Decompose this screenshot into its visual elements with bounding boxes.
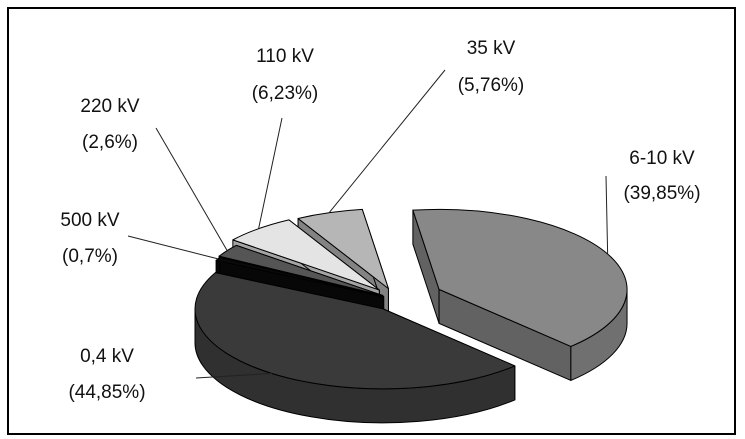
label-35kv-pct: (5,76%)	[458, 75, 525, 96]
label-0-4kv-name: 0,4 kV	[80, 346, 134, 367]
leader-line-6-10kv	[605, 175, 609, 254]
leader-lines	[127, 69, 609, 379]
slice-500kv-top	[215, 256, 385, 298]
label-220kv-name: 220 kV	[80, 96, 139, 117]
label-110kv-pct: (6,23%)	[252, 83, 319, 104]
label-6-10kv-name: 6-10 kV	[629, 148, 695, 169]
slice-6-10kv-top	[412, 208, 628, 347]
label-0-4kv-pct: (44,85%)	[68, 382, 145, 403]
label-110kv-name: 110 kV	[256, 46, 314, 67]
slice-220kv-top	[218, 244, 384, 297]
slice-6-10kv	[412, 208, 628, 381]
slice-110kv-top	[232, 219, 380, 291]
leader-line-110kv	[258, 117, 283, 229]
label-500kv-name: 500 kV	[60, 210, 119, 231]
label-500kv-pct: (0,7%)	[62, 246, 118, 267]
label-6-10kv-pct: (39,85%)	[623, 183, 700, 204]
label-35kv-name: 35 kV	[467, 38, 516, 59]
leader-line-0-4kv	[195, 372, 272, 379]
slice-0-4kv	[194, 272, 516, 424]
leader-line-500kv	[127, 235, 219, 260]
pie-slices	[194, 208, 628, 424]
leader-line-35kv	[328, 69, 446, 214]
leader-line-220kv	[155, 127, 228, 251]
label-220kv-pct: (2,6%)	[82, 132, 138, 153]
slice-0-4kv-top	[194, 272, 516, 390]
